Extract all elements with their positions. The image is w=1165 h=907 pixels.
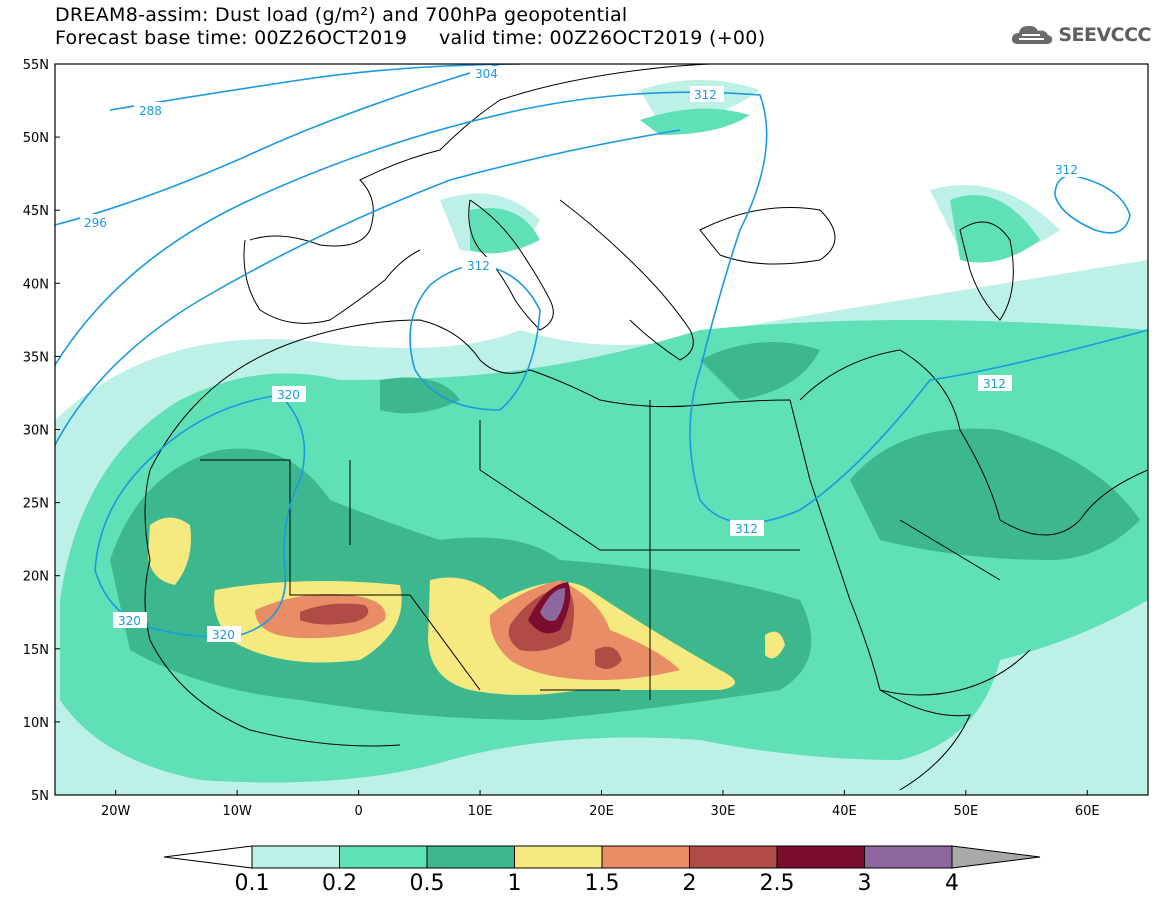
forecast-time-line: Forecast base time: 00Z26OCT2019 valid t… [55, 27, 766, 49]
cloud-icon [1012, 25, 1053, 44]
lat-tick-label: 45N [23, 204, 49, 219]
colorbar: 0.1 0.2 0.5 1 1.5 2 2.5 3 4 [163, 845, 1041, 896]
lon-tick-label: 0 [354, 804, 362, 819]
lat-tick-label: 5N [31, 789, 49, 804]
contour-label: 288 [139, 104, 162, 118]
latitude-axis: 55N 50N 45N 40N 35N 30N 25N 20N 15N 10N 5N [23, 58, 60, 804]
lon-tick-label: 10W [222, 804, 252, 819]
geopotential-contours [55, 64, 1148, 638]
contour-label: 312 [694, 88, 717, 102]
seevccc-logo: SEEVCCC [1010, 22, 1151, 48]
contour-label: 296 [84, 216, 107, 230]
lat-tick-label: 35N [23, 350, 49, 365]
colorbar-label: 4 [945, 871, 959, 896]
lat-tick-label: 10N [23, 716, 49, 731]
longitude-axis: 20W 10W 0 10E 20E 30E 40E 50E 60E [101, 790, 1100, 819]
colorbar-swatch [514, 845, 603, 869]
lat-tick-label: 40N [23, 277, 49, 292]
colorbar-label: 3 [858, 871, 872, 896]
colorbar-swatch [689, 845, 778, 869]
colorbar-label: 1 [508, 871, 522, 896]
lon-tick-label: 20W [101, 804, 131, 819]
contour-label: 320 [277, 388, 300, 402]
contour-label: 320 [118, 614, 141, 628]
lat-tick-label: 30N [23, 424, 49, 439]
lat-tick-label: 15N [23, 643, 49, 658]
contour-label: 320 [212, 628, 235, 642]
lon-tick-label: 30E [711, 804, 736, 819]
colorbar-label: 1.5 [585, 871, 620, 896]
map-title: DREAM8-assim: Dust load (g/m²) and 700hP… [55, 4, 628, 26]
lon-tick-label: 50E [953, 804, 978, 819]
contour-label: 312 [467, 259, 490, 273]
lat-tick-label: 50N [23, 131, 49, 146]
lon-tick-label: 60E [1075, 804, 1100, 819]
contour-label: 312 [1055, 163, 1078, 177]
lat-tick-label: 55N [23, 58, 49, 73]
dust-band-3 [540, 588, 566, 621]
contour-label: 304 [475, 67, 498, 81]
lat-tick-label: 20N [23, 570, 49, 585]
colorbar-low-arrow [163, 845, 253, 869]
colorbar-swatch [426, 845, 515, 869]
colorbar-label: 0.5 [410, 871, 445, 896]
colorbar-swatch [339, 845, 428, 869]
colorbar-label: 2.5 [760, 871, 795, 896]
logo-text: SEEVCCC [1058, 24, 1151, 46]
lon-tick-label: 10E [468, 804, 493, 819]
colorbar-swatch [251, 845, 340, 869]
contour-label: 312 [735, 522, 758, 536]
colorbar-label: 0.1 [235, 871, 270, 896]
colorbar-label: 0.2 [322, 871, 357, 896]
contour-label: 312 [983, 377, 1006, 391]
lat-tick-label: 25N [23, 497, 49, 512]
lon-tick-label: 20E [589, 804, 614, 819]
lon-tick-label: 40E [832, 804, 857, 819]
colorbar-high-arrow [951, 845, 1041, 869]
colorbar-swatch [776, 845, 865, 869]
colorbar-label: 2 [683, 871, 697, 896]
colorbar-swatch [864, 845, 953, 869]
contour-labels: 288 296 304 312 312 312 312 312 320 320 … [80, 66, 1084, 642]
colorbar-swatch [601, 845, 690, 869]
